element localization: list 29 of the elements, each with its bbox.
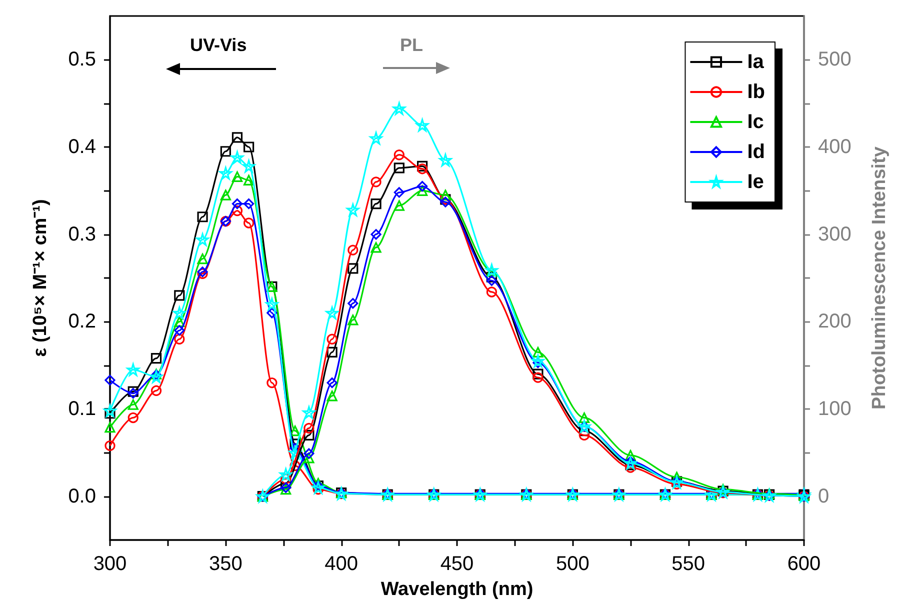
y2-tick-label: 500 <box>818 48 852 71</box>
y-tick-label: 0.1 <box>68 398 96 420</box>
y-axis-title: ε (10⁵× M⁻¹× cm⁻¹) <box>30 199 51 357</box>
y-tick-label: 0.3 <box>68 223 96 246</box>
x-tick-label: 600 <box>787 553 821 575</box>
y2-tick-label: 100 <box>818 398 852 420</box>
x-tick-label: 450 <box>440 553 474 575</box>
x-tick-label: 300 <box>93 553 127 575</box>
y-tick-label: 0.0 <box>68 485 96 508</box>
legend-label: Ia <box>747 51 765 73</box>
legend-label: Ib <box>747 81 766 103</box>
legend-label: Ic <box>747 111 764 133</box>
x-tick-label: 500 <box>556 553 590 575</box>
y-tick-label: 0.2 <box>68 310 96 333</box>
y2-axis-title: Photoluminescence Intensity <box>869 146 890 410</box>
y2-tick-label: 200 <box>818 310 852 333</box>
x-tick-label: 400 <box>324 553 358 575</box>
y2-tick-label: 300 <box>818 223 852 246</box>
legend-label: Ie <box>747 171 764 193</box>
y-tick-label: 0.4 <box>68 136 96 158</box>
legend-label: Id <box>747 141 766 163</box>
x-tick-label: 350 <box>208 553 242 575</box>
x-axis-title: Wavelength (nm) <box>380 579 534 600</box>
y-tick-label: 0.5 <box>68 48 96 71</box>
y2-tick-label: 0 <box>818 485 830 508</box>
x-tick-label: 550 <box>672 553 706 575</box>
y2-tick-label: 400 <box>818 136 852 158</box>
annotation: UV-Vis <box>190 35 247 55</box>
annotation: PL <box>400 35 424 55</box>
